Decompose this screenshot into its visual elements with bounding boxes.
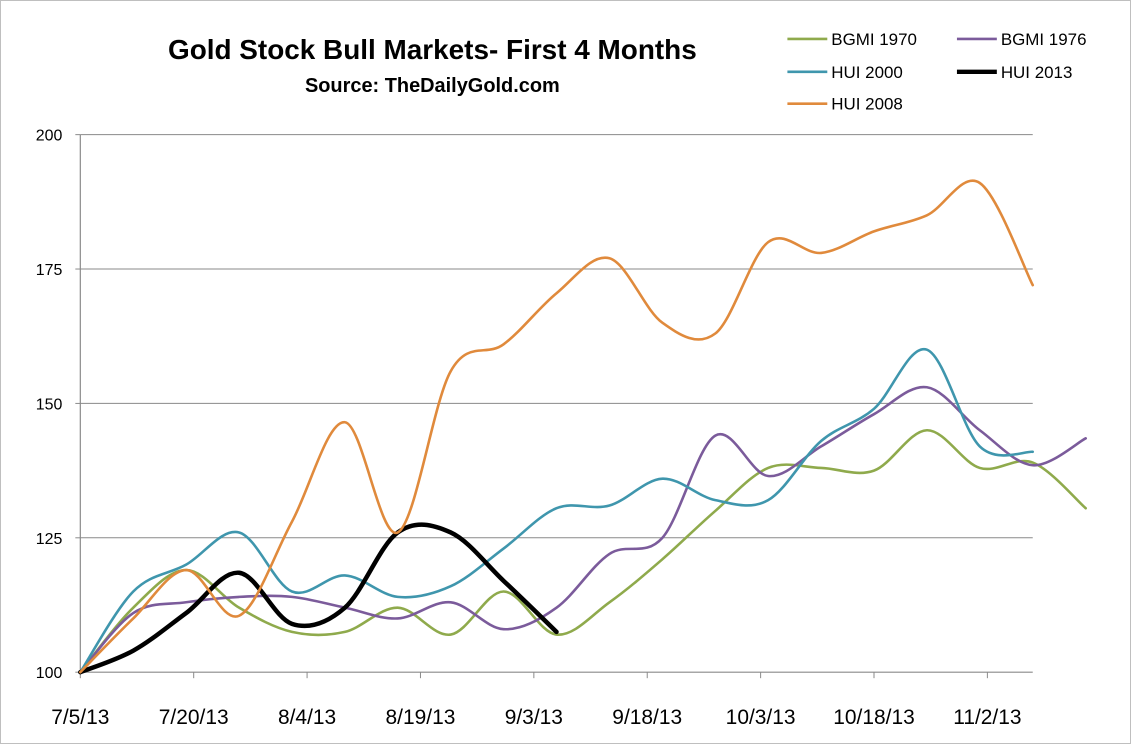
x-tick-label: 7/5/13 [51,706,109,729]
x-tick-label: 9/18/13 [612,706,682,729]
series-line-hui-2013 [78,522,559,675]
legend-label-hui-2008: HUI 2008 [831,95,903,114]
legend-label-hui-2000: HUI 2000 [831,63,903,82]
series-lines [78,179,1087,675]
series-line-bgmi-1970 [79,428,1087,674]
chart-subtitle: Source: TheDailyGold.com [305,75,560,97]
series-line-bgmi-1976 [79,385,1087,674]
legend-label-hui-2013: HUI 2013 [1001,63,1073,82]
chart-title-group: Gold Stock Bull Markets- First 4 Months … [168,34,697,97]
x-tick-label: 10/3/13 [726,706,796,729]
legend-label-bgmi-1970: BGMI 1970 [831,30,917,49]
axes: 100 125 150 175 200 7/5/13 7/20/13 8/4/13 8/19/1… [36,128,1033,729]
legend-label-bgmi-1976: BGMI 1976 [1001,30,1087,49]
y-tick-label: 150 [36,396,63,413]
y-tick-label: 125 [36,531,63,548]
y-tick-label: 200 [36,128,63,145]
series-line-hui-2000 [79,348,1035,674]
x-tick-label: 9/3/13 [505,706,563,729]
x-tick-label: 10/18/13 [833,706,915,729]
x-tick-label: 7/20/13 [159,706,229,729]
y-tick-label: 175 [36,262,63,279]
x-tick-label: 11/2/13 [953,706,1021,729]
x-tick-label: 8/19/13 [386,706,456,729]
gridlines [80,134,1033,539]
y-tick-label: 100 [36,665,63,682]
legend: BGMI 1970 BGMI 1976 HUI 2000 HUI 2013 HUI 20… [787,30,1086,114]
x-tick-label: 8/4/13 [278,706,336,729]
series-line-hui-2008 [79,179,1035,674]
chart-title: Gold Stock Bull Markets- First 4 Months [168,34,697,65]
